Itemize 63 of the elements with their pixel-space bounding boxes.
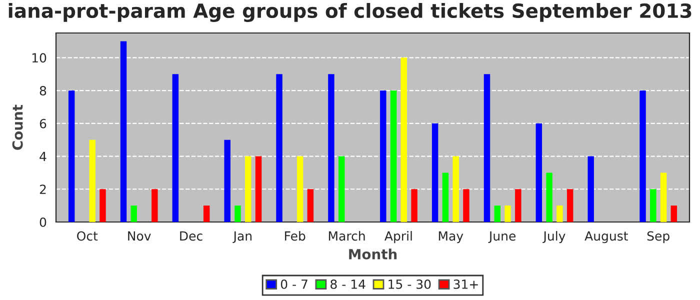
bar xyxy=(120,41,127,222)
bar xyxy=(536,123,542,222)
bar xyxy=(100,189,106,222)
bar xyxy=(484,74,490,222)
bar xyxy=(670,206,678,222)
bar xyxy=(400,58,408,222)
bar xyxy=(463,189,470,222)
bar xyxy=(224,140,230,222)
bar xyxy=(68,90,75,222)
x-tick-label: July xyxy=(542,231,566,244)
x-tick-label: August xyxy=(584,231,628,244)
bar xyxy=(588,156,594,222)
x-tick-label: Sep xyxy=(647,231,670,244)
bar xyxy=(556,206,563,222)
bar xyxy=(234,206,241,222)
x-tick-label: Dec xyxy=(180,231,202,241)
bar xyxy=(432,123,438,222)
x-tick-label: Feb xyxy=(285,231,306,241)
bar xyxy=(172,74,179,222)
bar xyxy=(546,172,552,222)
x-tick-label: May xyxy=(438,231,464,244)
bar xyxy=(328,74,334,222)
bar xyxy=(660,172,667,222)
legend-label: 0 - 7 xyxy=(280,279,308,289)
bar xyxy=(650,189,656,222)
y-tick-label: 6 xyxy=(40,118,46,128)
x-axis-title: Month xyxy=(349,248,397,260)
bar xyxy=(255,156,262,222)
y-tick-label: 10 xyxy=(32,53,46,63)
bar xyxy=(380,90,386,222)
x-tick-label: March xyxy=(328,231,365,241)
x-tick-label: April xyxy=(384,231,412,244)
x-tick-label: Nov xyxy=(128,231,151,241)
bar xyxy=(245,156,252,222)
bar xyxy=(640,90,646,222)
legend-label: 8 - 14 xyxy=(330,279,366,289)
bar xyxy=(152,189,158,222)
bar xyxy=(452,156,459,222)
bar xyxy=(390,90,397,222)
x-tick-label: June xyxy=(488,231,516,244)
bar xyxy=(296,156,304,222)
chart-title: iana-prot-param Age groups of closed tickets September 2013 xyxy=(8,3,692,22)
bar xyxy=(89,140,96,222)
bar xyxy=(203,206,210,222)
bar xyxy=(338,156,345,222)
legend-label: 31+ xyxy=(454,279,478,289)
bar xyxy=(515,189,522,222)
bar xyxy=(276,74,282,222)
y-tick-label: 2 xyxy=(40,184,46,194)
legend-label: 15 - 30 xyxy=(388,279,431,289)
bar xyxy=(566,189,574,222)
x-tick-label: Jan xyxy=(232,231,252,244)
bar xyxy=(442,172,449,222)
bar xyxy=(307,189,314,222)
bar xyxy=(411,189,418,222)
bar xyxy=(130,206,138,222)
y-tick-label: 4 xyxy=(40,152,46,162)
y-axis-title: Count xyxy=(12,104,23,150)
y-tick-label: 0 xyxy=(40,217,46,227)
y-tick-label: 8 xyxy=(40,86,46,96)
x-tick-label: Oct xyxy=(77,231,98,241)
bar xyxy=(504,206,511,222)
bar xyxy=(494,206,500,222)
